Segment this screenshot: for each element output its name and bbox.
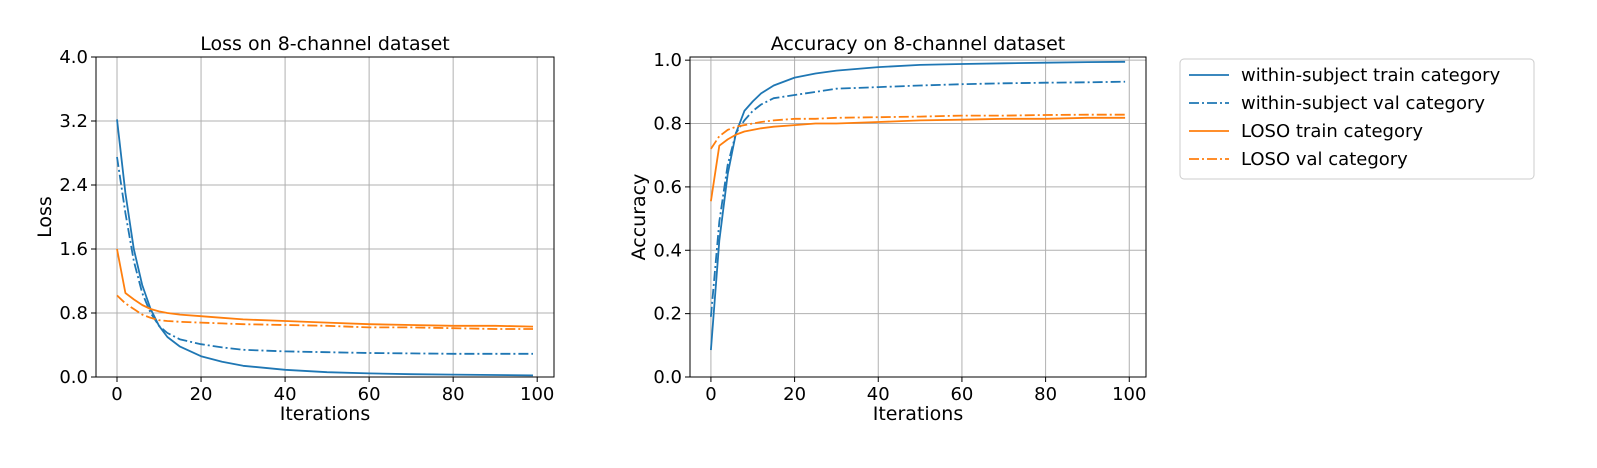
accuracy-x-tick-label-0: 0	[705, 384, 716, 405]
accuracy-y-tick-label-0.8: 0.8	[653, 114, 682, 135]
accuracy-chart-title: Accuracy on 8-channel dataset	[771, 33, 1066, 55]
accuracy-x-axis-label: Iterations	[873, 403, 964, 425]
loss-y-tick-label-3.2: 3.2	[59, 111, 88, 132]
legend-box	[1179, 58, 1535, 180]
legend-label-loso-val-category: LOSO val category	[1241, 149, 1408, 170]
loss-y-axis-label: Loss	[34, 196, 56, 238]
legend-label-within-subject-val-category: within-subject val category	[1241, 93, 1485, 114]
accuracy-chart: 0 20 40 60 80 100 0.0 0.2 0.4 0.6 0.8 1.0 Accuracy o…	[628, 33, 1147, 425]
accuracy-y-axis-label: Accuracy	[628, 174, 650, 261]
accuracy-y-tick-label-0.0: 0.0	[653, 367, 682, 388]
loss-plot-frame	[95, 56, 555, 378]
loss-x-tick-label-20: 20	[190, 384, 213, 405]
accuracy-x-tick-label-20: 20	[783, 384, 806, 405]
loss-x-tick-label-100: 100	[520, 384, 554, 405]
loss-y-tick-label-4.0: 4.0	[59, 47, 88, 68]
legend-label-within-subject-train-category: within-subject train category	[1241, 65, 1501, 86]
loss-y-tick-label-0.0: 0.0	[59, 367, 88, 388]
legend-label-loso-train-category: LOSO train category	[1241, 121, 1423, 142]
loss-series-within-subject-val-category	[116, 156, 533, 355]
loss-x-axis-label: Iterations	[280, 403, 371, 425]
accuracy-plot-frame	[689, 56, 1147, 378]
accuracy-x-tick-label-80: 80	[1034, 384, 1057, 405]
loss-x-tick-label-80: 80	[442, 384, 465, 405]
legend: within-subject train category within-subj…	[1179, 58, 1535, 180]
accuracy-series-within-subject-val-category	[710, 80, 1126, 317]
loss-y-tick-label-0.8: 0.8	[59, 303, 88, 324]
loss-series-loso-val-category	[116, 294, 533, 330]
accuracy-x-tick-label-40: 40	[867, 384, 890, 405]
accuracy-x-tick-label-100: 100	[1112, 384, 1146, 405]
accuracy-y-tick-label-0.6: 0.6	[653, 177, 682, 198]
accuracy-series-loso-val-category	[710, 113, 1126, 150]
accuracy-series-within-subject-train-category	[710, 60, 1126, 351]
accuracy-y-tick-label-0.4: 0.4	[653, 240, 682, 261]
loss-chart: 0 20 40 60 80 100 0.0 0.8 1.6 2.4 3.2 4.0 Loss on 8-…	[34, 33, 555, 425]
loss-x-tick-label-60: 60	[358, 384, 381, 405]
loss-chart-title: Loss on 8-channel dataset	[200, 33, 449, 55]
loss-y-tick-label-2.4: 2.4	[59, 175, 88, 196]
loss-x-tick-label-40: 40	[274, 384, 297, 405]
accuracy-y-tick-label-0.2: 0.2	[653, 304, 682, 325]
accuracy-x-tick-label-60: 60	[950, 384, 973, 405]
loss-series-loso-train-category	[116, 248, 534, 328]
loss-x-tick-label-0: 0	[111, 384, 122, 405]
loss-y-tick-label-1.6: 1.6	[59, 239, 88, 260]
accuracy-series-loso-train-category	[710, 116, 1126, 202]
loss-series-within-subject-train-category	[116, 119, 534, 377]
accuracy-y-tick-label-1.0: 1.0	[653, 50, 682, 71]
